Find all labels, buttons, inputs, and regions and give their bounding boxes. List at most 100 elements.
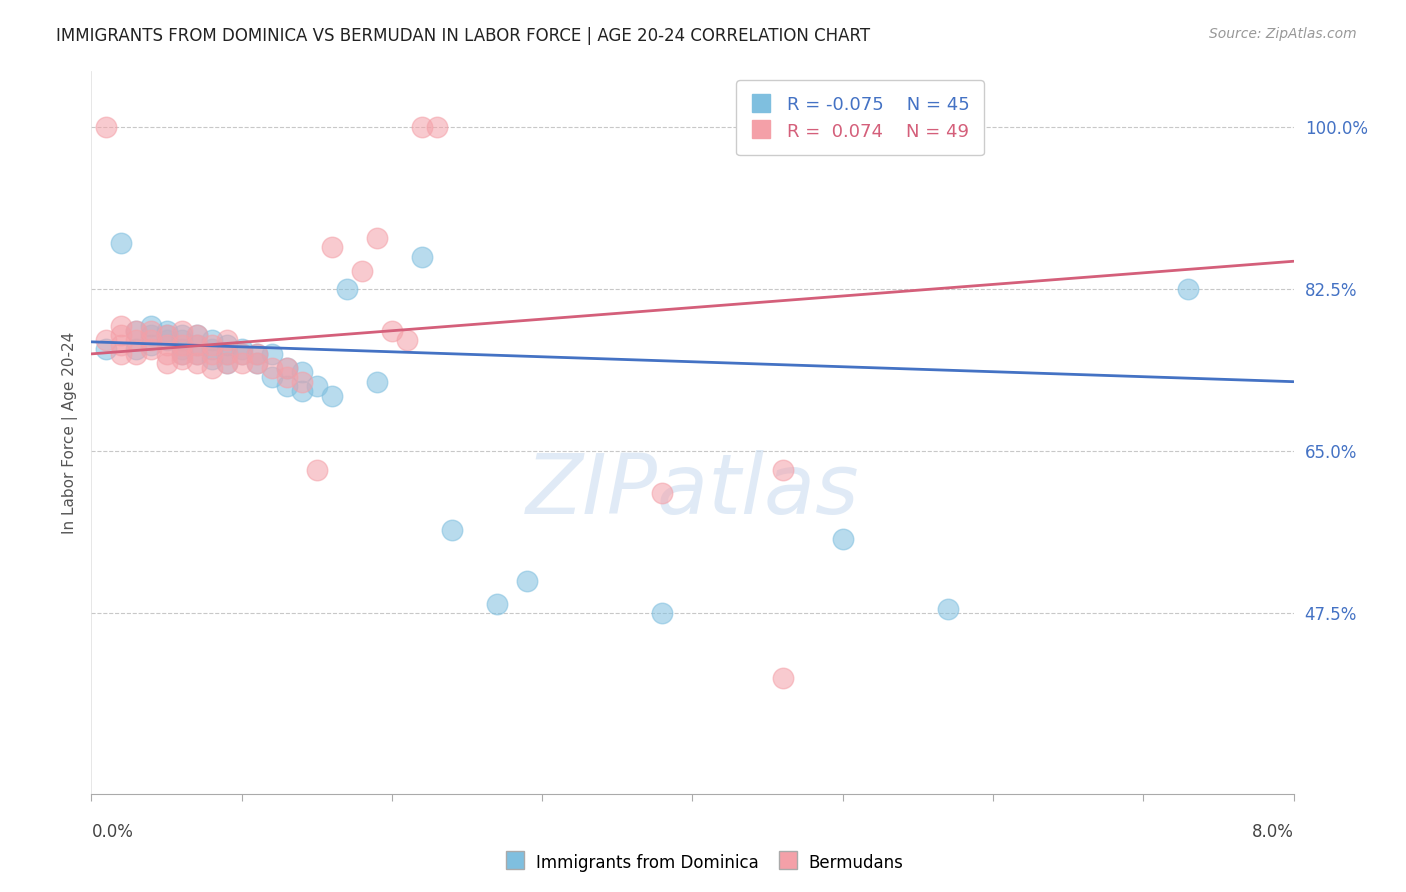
Point (155, 324, 177, 338)
Point (381, 324, 404, 338)
Point (125, 333, 148, 347)
Point (395, 333, 418, 347)
Point (246, 356, 269, 370)
Point (186, 347, 208, 361)
Point (110, 337, 132, 351)
Point (305, 463, 328, 477)
Point (110, 328, 132, 343)
Point (215, 356, 238, 370)
Point (366, 231, 388, 245)
Point (141, 337, 163, 351)
Point (186, 328, 208, 343)
Point (110, 347, 132, 361)
Point (125, 347, 148, 361)
Point (231, 343, 253, 357)
Point (141, 324, 163, 338)
Point (291, 375, 314, 389)
Point (110, 235, 132, 250)
Point (486, 597, 509, 611)
Point (305, 379, 328, 393)
Point (366, 375, 388, 389)
Point (170, 347, 193, 361)
Point (336, 282, 359, 296)
Text: IMMIGRANTS FROM DOMINICA VS BERMUDAN IN LABOR FORCE | AGE 20-24 CORRELATION CHAR: IMMIGRANTS FROM DOMINICA VS BERMUDAN IN … (56, 27, 870, 45)
Point (96, 333, 118, 347)
Point (96, 120, 118, 134)
Point (201, 347, 224, 361)
Point (276, 379, 298, 393)
Point (141, 319, 163, 334)
Point (651, 607, 673, 621)
Point (155, 328, 177, 343)
Y-axis label: In Labor Force | Age 20-24: In Labor Force | Age 20-24 (62, 332, 77, 533)
Point (155, 333, 177, 347)
Point (186, 347, 208, 361)
Point (426, 120, 449, 134)
Point (276, 360, 298, 375)
Point (350, 263, 373, 277)
Point (231, 347, 253, 361)
Point (440, 523, 463, 537)
Point (155, 328, 177, 343)
Point (291, 384, 314, 398)
Point (201, 333, 224, 347)
Point (125, 324, 148, 338)
Point (321, 240, 343, 254)
Point (215, 347, 238, 361)
Point (215, 347, 238, 361)
Point (215, 356, 238, 370)
Point (186, 328, 208, 343)
Point (321, 388, 343, 402)
Point (246, 356, 269, 370)
Point (936, 601, 959, 615)
Point (246, 347, 269, 361)
Point (170, 328, 193, 343)
Point (110, 319, 132, 334)
Point (231, 356, 253, 370)
Text: ZIPatlas: ZIPatlas (526, 450, 859, 531)
Point (1177, 282, 1199, 296)
Point (772, 463, 794, 477)
Point (141, 333, 163, 347)
Point (231, 347, 253, 361)
Point (170, 337, 193, 351)
Point (260, 360, 283, 375)
Text: 0.0%: 0.0% (91, 822, 134, 841)
Point (215, 337, 238, 351)
Point (260, 370, 283, 384)
Point (155, 337, 177, 351)
Point (186, 337, 208, 351)
Text: Source: ZipAtlas.com: Source: ZipAtlas.com (1209, 27, 1357, 41)
Point (516, 574, 538, 588)
Text: 8.0%: 8.0% (1251, 822, 1294, 841)
Point (186, 337, 208, 351)
Point (170, 347, 193, 361)
Point (246, 347, 269, 361)
Legend: Immigrants from Dominica, Bermudans: Immigrants from Dominica, Bermudans (496, 846, 910, 880)
Point (186, 356, 208, 370)
Point (215, 333, 238, 347)
Point (96, 343, 118, 357)
Point (291, 366, 314, 380)
Point (170, 351, 193, 366)
Point (141, 343, 163, 357)
Point (170, 324, 193, 338)
Point (276, 370, 298, 384)
Point (201, 360, 224, 375)
Point (170, 333, 193, 347)
Point (141, 328, 163, 343)
Point (651, 486, 673, 500)
Point (201, 351, 224, 366)
Point (260, 347, 283, 361)
Point (125, 324, 148, 338)
Point (411, 250, 433, 264)
Point (201, 343, 224, 357)
Point (201, 337, 224, 351)
Point (411, 120, 433, 134)
Point (831, 532, 853, 546)
Point (170, 343, 193, 357)
Point (772, 671, 794, 685)
Point (155, 347, 177, 361)
Point (276, 360, 298, 375)
Point (155, 356, 177, 370)
